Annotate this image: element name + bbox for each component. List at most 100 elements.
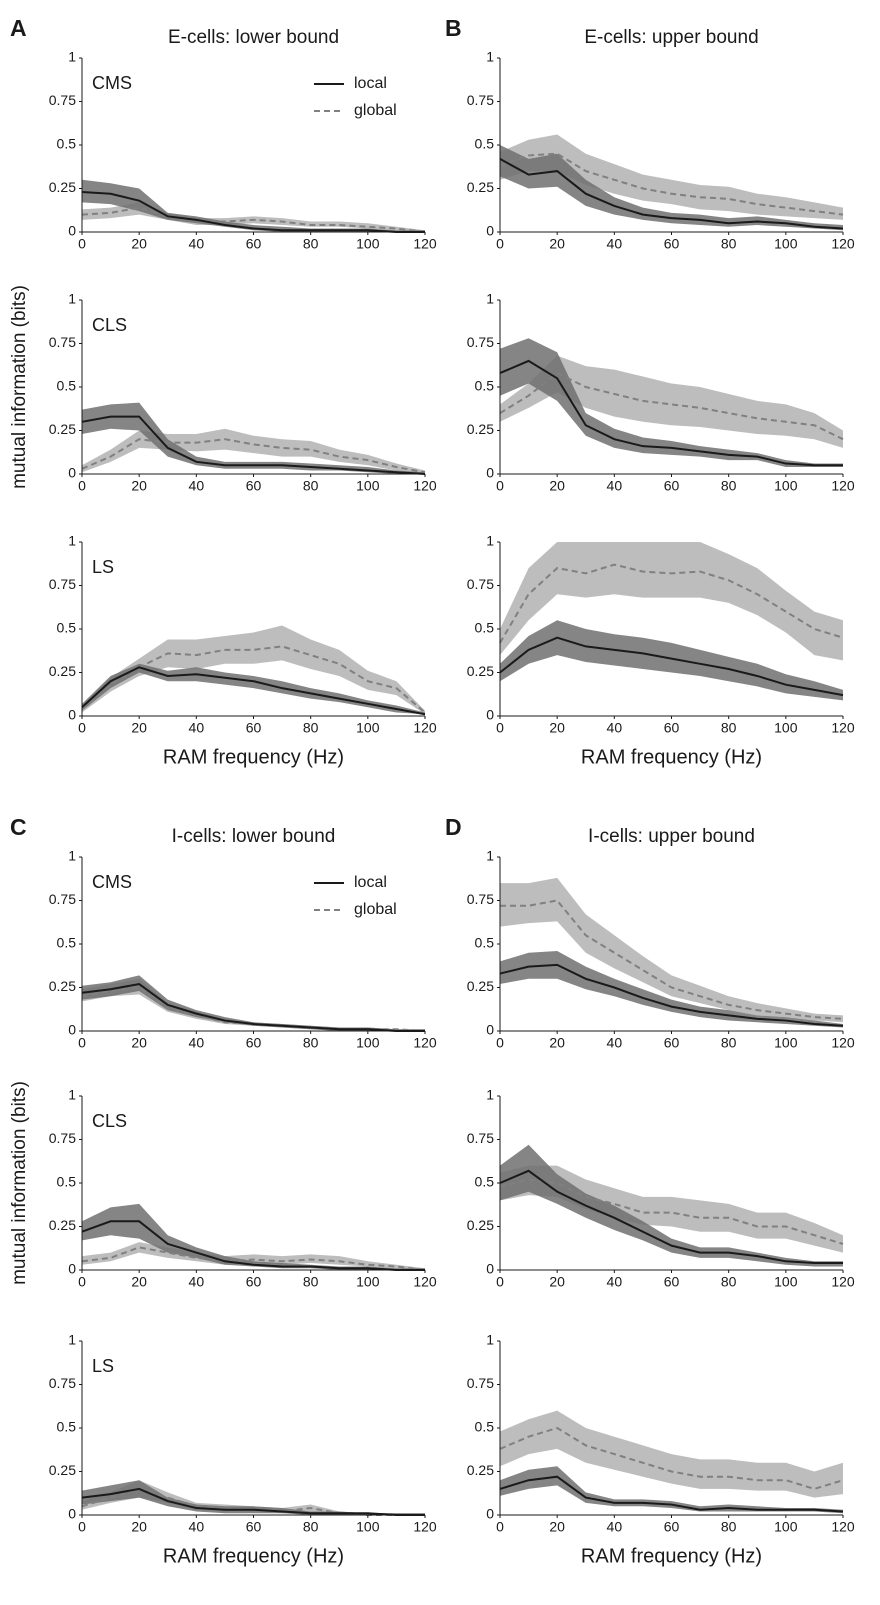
y-tick-label: 1	[486, 533, 494, 549]
x-tick-label: 100	[356, 1274, 380, 1290]
x-tick-label: 120	[831, 478, 855, 494]
x-tick-label: 40	[607, 478, 623, 494]
y-tick-label: 1	[68, 848, 76, 864]
y-tick-label: 0	[68, 707, 76, 723]
panel-title: I-cells: upper bound	[588, 826, 755, 847]
series-line	[81, 1246, 426, 1271]
x-tick-label: 40	[189, 236, 205, 252]
series-line	[499, 1475, 844, 1513]
x-tick-label: 80	[721, 1274, 737, 1290]
y-tick-label: 0.5	[57, 136, 77, 152]
x-tick-label: 100	[774, 1274, 798, 1290]
y-tick-label: 0	[486, 465, 494, 481]
y-tick-label: 0	[68, 223, 76, 239]
band	[500, 338, 843, 468]
x-tick-label: 40	[607, 1035, 623, 1051]
series-line	[499, 371, 844, 441]
series-line	[81, 206, 426, 233]
y-tick-label: 0.5	[475, 1174, 495, 1190]
y-tick-label: 0.75	[467, 334, 494, 350]
x-tick-label: 60	[246, 236, 262, 252]
y-tick-label: 0.5	[475, 935, 495, 951]
series-line	[499, 636, 844, 697]
y-tick-label: 0.5	[57, 935, 77, 951]
band	[500, 1410, 843, 1498]
x-tick-label: 40	[189, 1035, 205, 1051]
x-axis-label: RAM frequency (Hz)	[581, 1545, 762, 1567]
x-tick-label: 120	[413, 720, 437, 736]
legend-label: global	[354, 102, 397, 119]
legend-label: local	[354, 874, 387, 891]
x-tick-label: 60	[246, 1035, 262, 1051]
y-tick-label: 0.25	[467, 421, 494, 437]
x-tick-label: 120	[413, 1035, 437, 1051]
band	[500, 620, 843, 701]
series-line	[81, 666, 426, 716]
y-tick-label: 0.75	[49, 1130, 76, 1146]
x-tick-label: 20	[131, 1519, 147, 1535]
series-line	[81, 1220, 425, 1271]
series-line	[81, 438, 426, 474]
y-tick-label: 0	[68, 1261, 76, 1277]
series-line	[499, 963, 844, 1027]
y-axis-label: mutual information (bits)	[9, 1081, 30, 1285]
x-tick-label: 100	[774, 1519, 798, 1535]
y-tick-label: 0.25	[49, 1217, 76, 1233]
x-tick-label: 20	[131, 236, 147, 252]
x-tick-label: 0	[496, 720, 504, 736]
y-tick-label: 0.75	[467, 92, 494, 108]
y-tick-label: 0.5	[475, 378, 495, 394]
x-tick-label: 40	[189, 1519, 205, 1535]
x-tick-label: 120	[831, 236, 855, 252]
x-tick-label: 60	[664, 478, 680, 494]
x-tick-label: 100	[774, 1035, 798, 1051]
panel-title: E-cells: upper bound	[584, 27, 758, 48]
y-tick-label: 0.75	[49, 576, 76, 592]
series-line	[499, 1426, 844, 1490]
y-tick-label: 0.5	[57, 1419, 77, 1435]
x-tick-label: 60	[246, 1274, 262, 1290]
panel-label: LS	[92, 557, 114, 577]
x-tick-label: 40	[607, 236, 623, 252]
y-tick-label: 0.25	[49, 1462, 76, 1478]
x-tick-label: 40	[189, 720, 205, 736]
x-tick-label: 40	[607, 1519, 623, 1535]
y-tick-label: 0	[486, 1022, 494, 1038]
x-tick-label: 0	[78, 236, 86, 252]
x-tick-label: 20	[131, 720, 147, 736]
x-tick-label: 100	[774, 236, 798, 252]
x-tick-label: 120	[831, 1274, 855, 1290]
panel-letter: C	[10, 814, 27, 840]
x-tick-label: 20	[549, 1035, 565, 1051]
x-tick-label: 120	[413, 236, 437, 252]
series-line	[81, 415, 426, 475]
y-tick-label: 1	[486, 1332, 494, 1348]
series-line	[499, 563, 844, 644]
y-tick-label: 0	[68, 1022, 76, 1038]
band	[82, 1203, 425, 1270]
x-tick-label: 60	[246, 478, 262, 494]
x-tick-label: 0	[78, 720, 86, 736]
x-tick-label: 100	[356, 236, 380, 252]
x-tick-label: 120	[413, 478, 437, 494]
x-tick-label: 20	[549, 236, 565, 252]
y-tick-label: 0.75	[467, 576, 494, 592]
series-line	[499, 158, 844, 230]
x-tick-label: 80	[721, 236, 737, 252]
x-tick-label: 80	[303, 720, 319, 736]
x-tick-label: 20	[549, 1519, 565, 1535]
x-tick-label: 80	[721, 1519, 737, 1535]
band	[82, 975, 425, 1031]
y-tick-label: 1	[486, 1087, 494, 1103]
y-tick-label: 0.5	[57, 1174, 77, 1190]
x-tick-label: 80	[303, 1035, 319, 1051]
series-line	[499, 1178, 844, 1245]
x-tick-label: 80	[303, 1519, 319, 1535]
x-tick-label: 0	[496, 1035, 504, 1051]
x-axis-label: RAM frequency (Hz)	[163, 746, 344, 768]
x-tick-label: 0	[496, 1519, 504, 1535]
panel-label: CMS	[92, 73, 132, 93]
x-axis-label: RAM frequency (Hz)	[581, 746, 762, 768]
y-tick-label: 0.25	[49, 421, 76, 437]
